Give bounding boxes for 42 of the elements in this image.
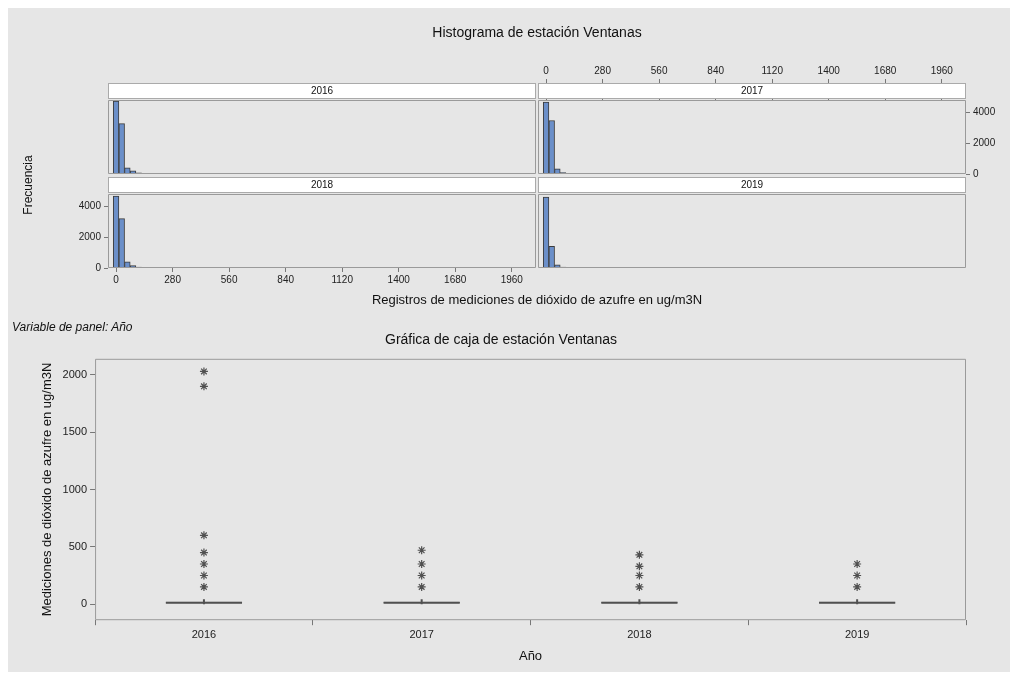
x-tick-label: 1960 — [930, 64, 954, 76]
y-tick-label: 4000 — [78, 200, 102, 212]
x-tick-label: 560 — [650, 64, 668, 76]
x-tick-label: 560 — [220, 273, 238, 285]
text: Variable de panel: Año — [12, 320, 133, 334]
x-tick-label: 1960 — [500, 273, 524, 285]
x-tick-label: 840 — [707, 64, 725, 76]
y-tick-label: 1000 — [62, 482, 88, 495]
y-tick-label: 4000 — [973, 106, 996, 118]
y-tick-label: 2000 — [973, 136, 996, 148]
y-tick-label: 0 — [973, 167, 979, 179]
x-tick-label: 0 — [113, 273, 120, 285]
x-tick-label: 2016 — [191, 627, 217, 640]
x-tick-label: 1120 — [331, 273, 354, 285]
x-tick-label: 280 — [164, 273, 182, 285]
chart-title: Gráfica de caja de estación Ventanas — [385, 331, 617, 348]
y-tick-label: 2000 — [62, 367, 88, 380]
x-axis-title: Año — [518, 647, 543, 663]
chart-title: Histograma de estación Ventanas — [431, 24, 643, 40]
y-tick-label: 2000 — [78, 230, 102, 242]
x-tick-label: 1400 — [817, 64, 841, 76]
x-tick-label: 1400 — [387, 273, 411, 285]
x-tick-label: 1120 — [761, 64, 784, 76]
y-tick-label: 0 — [95, 261, 102, 273]
x-tick-label: 1680 — [444, 273, 467, 285]
y-tick-label: 0 — [80, 597, 88, 610]
x-tick-label: 840 — [277, 273, 295, 285]
x-tick-label: 2019 — [844, 627, 870, 640]
x-tick-label: 1680 — [874, 64, 897, 76]
x-tick-label: 280 — [594, 64, 612, 76]
panel-header: 2017 — [538, 83, 966, 99]
y-axis-title: Frecuencia — [21, 154, 35, 217]
y-tick-label: 500 — [68, 539, 88, 552]
panel-header: 2018 — [108, 177, 536, 193]
panel-header: 2016 — [108, 83, 536, 99]
x-axis-title: Registros de mediciones de dióxido de azufre en ug/m3N — [370, 292, 704, 307]
x-tick-label: 2017 — [409, 627, 434, 640]
x-tick-label: 0 — [543, 64, 550, 76]
panel-header: 2019 — [538, 177, 966, 193]
x-tick-label: 2018 — [627, 627, 652, 640]
y-axis-title: Mediciones de dióxido de azufre en ug/m3N — [39, 362, 55, 617]
y-tick-label: 1500 — [62, 425, 88, 438]
